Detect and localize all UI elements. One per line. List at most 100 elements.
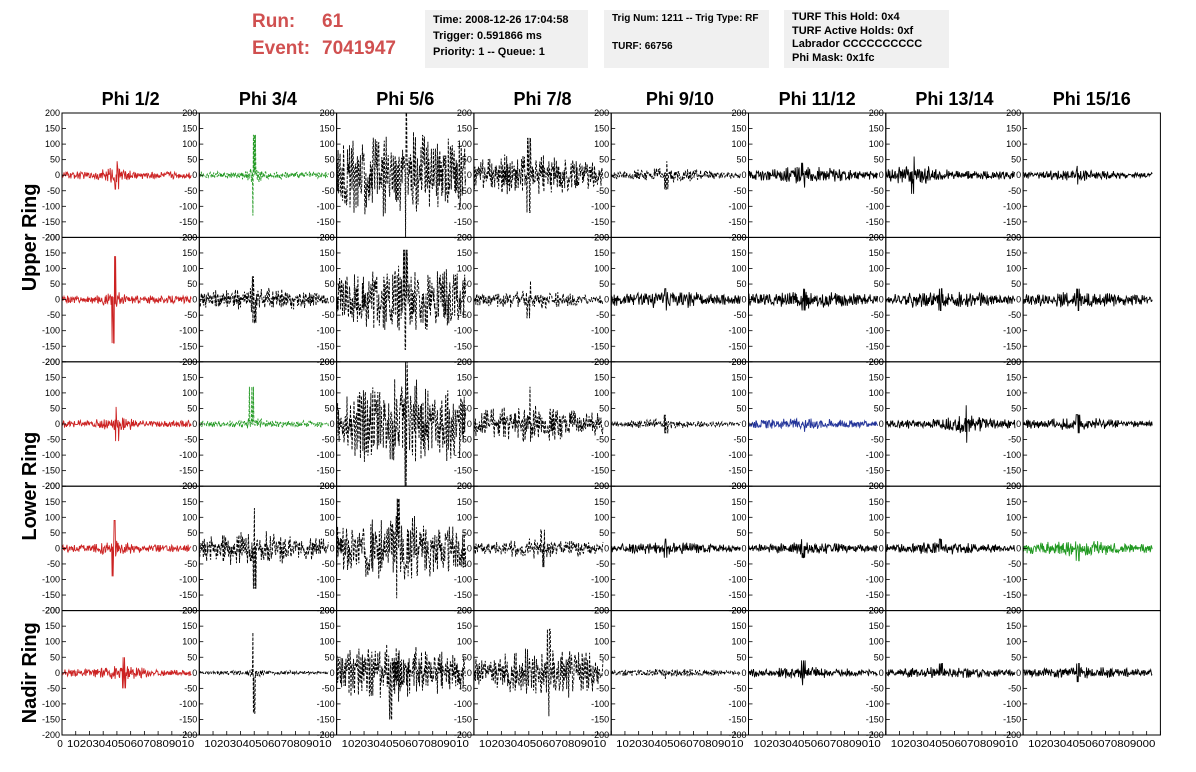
y-tick-label: 150 xyxy=(869,248,884,258)
y-tick-label: -50 xyxy=(322,310,335,320)
y-tick-label: -100 xyxy=(454,201,472,211)
y-tick-label: -100 xyxy=(728,201,746,211)
waveform-trace xyxy=(61,256,192,344)
y-tick-label: -50 xyxy=(459,559,472,569)
waveform-trace xyxy=(61,406,192,442)
waveform-trace xyxy=(336,498,467,599)
x-tick-label: 10203040506070809010 xyxy=(479,739,607,750)
y-tick-label: -50 xyxy=(596,310,609,320)
y-tick-label: -150 xyxy=(866,341,884,351)
y-tick-label: 150 xyxy=(320,372,335,382)
column-title: Phi 9/10 xyxy=(646,89,714,109)
y-tick-label: 50 xyxy=(599,155,609,165)
y-tick-label: 0 xyxy=(330,170,335,180)
y-tick-label: -200 xyxy=(454,232,472,242)
waveform-trace xyxy=(885,405,1016,443)
y-tick-label: 0 xyxy=(192,419,197,429)
y-tick-label: 50 xyxy=(736,155,746,165)
y-tick-label: 50 xyxy=(736,403,746,413)
column-title: Phi 7/8 xyxy=(514,89,572,109)
y-tick-label: -50 xyxy=(733,559,746,569)
y-tick-label: 50 xyxy=(874,155,884,165)
y-tick-label: 100 xyxy=(731,139,746,149)
y-tick-label: 150 xyxy=(457,124,472,134)
y-tick-label: 200 xyxy=(731,357,746,367)
y-tick-label: -200 xyxy=(179,481,197,491)
y-tick-label: -150 xyxy=(1003,590,1021,600)
y-tick-label: 100 xyxy=(45,264,60,274)
y-tick-label: -200 xyxy=(866,730,884,740)
y-tick-label: 0 xyxy=(330,295,335,305)
waveform-trace xyxy=(61,161,192,190)
y-tick-label: 50 xyxy=(462,155,472,165)
y-tick-label: -50 xyxy=(184,559,197,569)
y-tick-label: 0 xyxy=(1016,668,1021,678)
y-tick-label: 50 xyxy=(462,279,472,289)
y-tick-label: 100 xyxy=(594,637,609,647)
y-tick-label: 0 xyxy=(604,543,609,553)
run-label: Run: xyxy=(252,11,296,32)
waveform-trace xyxy=(61,519,192,577)
y-tick-label: 100 xyxy=(869,139,884,149)
y-tick-label: 0 xyxy=(192,668,197,678)
waveform-trace xyxy=(748,162,879,188)
column-title: Phi 1/2 xyxy=(102,89,160,109)
y-tick-label: 100 xyxy=(182,139,197,149)
y-tick-label: 50 xyxy=(462,528,472,538)
y-tick-label: -50 xyxy=(1008,435,1021,445)
y-tick-label: -200 xyxy=(179,357,197,367)
y-tick-label: 50 xyxy=(599,528,609,538)
y-tick-label: -100 xyxy=(591,326,609,336)
y-tick-label: 100 xyxy=(45,512,60,522)
y-tick-label: -200 xyxy=(591,357,609,367)
y-tick-label: -200 xyxy=(728,232,746,242)
y-tick-label: -150 xyxy=(317,714,335,724)
y-tick-label: 200 xyxy=(594,357,609,367)
y-tick-label: -150 xyxy=(179,590,197,600)
y-tick-label: 150 xyxy=(594,372,609,382)
y-tick-label: -100 xyxy=(1003,201,1021,211)
y-tick-label: -100 xyxy=(591,699,609,709)
waveform-trace xyxy=(198,507,329,589)
y-tick-label: -100 xyxy=(1003,450,1021,460)
waveform-trace xyxy=(61,657,192,689)
y-tick-label: 50 xyxy=(599,652,609,662)
y-tick-label: -200 xyxy=(866,606,884,616)
y-tick-label: 200 xyxy=(731,232,746,242)
y-tick-label: -100 xyxy=(454,450,472,460)
y-tick-label: -150 xyxy=(42,590,60,600)
y-tick-label: 50 xyxy=(736,528,746,538)
y-tick-label: 100 xyxy=(594,139,609,149)
y-tick-label: 150 xyxy=(869,124,884,134)
y-tick-label: 150 xyxy=(731,497,746,507)
y-tick-label: 150 xyxy=(731,124,746,134)
y-tick-label: 200 xyxy=(457,481,472,491)
y-tick-label: 0 xyxy=(55,295,60,305)
y-tick-label: 200 xyxy=(182,232,197,242)
y-tick-label: -100 xyxy=(42,326,60,336)
y-tick-label: 50 xyxy=(599,279,609,289)
y-tick-label: -100 xyxy=(454,575,472,585)
y-tick-label: 50 xyxy=(187,155,197,165)
y-tick-label: -100 xyxy=(1003,699,1021,709)
y-tick-label: -150 xyxy=(42,217,60,227)
y-tick-label: -100 xyxy=(1003,575,1021,585)
y-tick-label: 0 xyxy=(879,543,884,553)
y-tick-label: -50 xyxy=(184,435,197,445)
waveform-trace xyxy=(748,288,879,311)
y-tick-label: -150 xyxy=(728,590,746,600)
y-tick-label: -100 xyxy=(728,450,746,460)
y-tick-label: 100 xyxy=(45,637,60,647)
y-tick-label: -150 xyxy=(317,590,335,600)
y-tick-label: 200 xyxy=(1006,606,1021,616)
y-tick-label: 0 xyxy=(879,419,884,429)
turf-info-box: TURF This Hold: 0x4 TURF Active Holds: 0… xyxy=(784,10,949,68)
waveform-trace xyxy=(610,161,741,190)
y-tick-label: -100 xyxy=(591,575,609,585)
y-tick-label: 200 xyxy=(869,357,884,367)
y-tick-label: 50 xyxy=(736,652,746,662)
y-tick-label: 100 xyxy=(731,264,746,274)
y-tick-label: 50 xyxy=(50,403,60,413)
y-tick-label: -200 xyxy=(42,481,60,491)
y-tick-label: 50 xyxy=(1011,403,1021,413)
